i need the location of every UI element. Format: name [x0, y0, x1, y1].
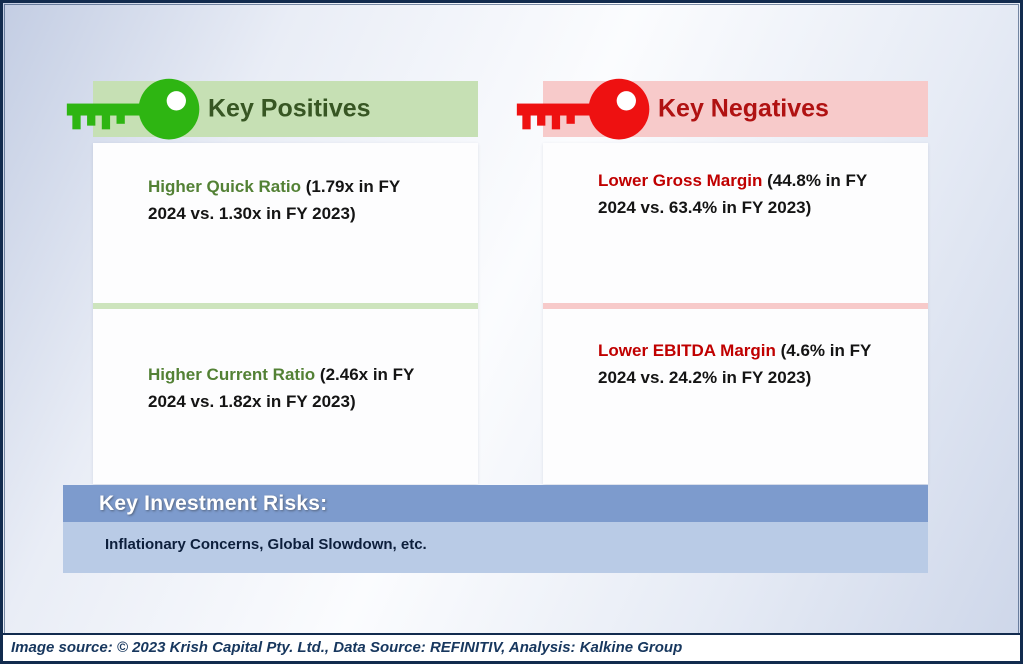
footer-attribution: Image source: © 2023 Krish Capital Pty. …: [3, 633, 1020, 661]
positives-card: Higher Quick Ratio (1.79x in FY 2024 vs.…: [93, 143, 478, 484]
negatives-banner: Key Negatives: [516, 78, 928, 140]
negatives-card: Lower Gross Margin (44.8% in FY 2024 vs.…: [543, 143, 928, 484]
positives-divider: [93, 303, 478, 309]
negatives-divider: [543, 303, 928, 309]
positive-item: Higher Current Ratio (2.46x in FY 2024 v…: [93, 309, 478, 415]
positive-item: Higher Quick Ratio (1.79x in FY 2024 vs.…: [93, 143, 478, 303]
risks-body-text: Inflationary Concerns, Global Slowdown, …: [105, 536, 427, 553]
green-key-icon: [66, 78, 200, 140]
risks-body: Inflationary Concerns, Global Slowdown, …: [63, 522, 928, 573]
positive-item-detail: (2.46x in FY 2024 vs. 1.82x in FY 2023): [148, 365, 415, 411]
positive-item-detail: (1.79x in FY 2024 vs. 1.30x in FY 2023): [148, 177, 400, 223]
negative-item-detail: (4.6% in FY 2024 vs. 24.2% in FY 2023): [598, 341, 871, 387]
negative-item: Lower EBITDA Margin (4.6% in FY 2024 vs.…: [543, 309, 928, 391]
positives-title: Key Positives: [208, 94, 371, 123]
negative-item-detail: (44.8% in FY 2024 vs. 63.4% in FY 2023): [598, 171, 867, 217]
negatives-title: Key Negatives: [658, 94, 829, 123]
negative-item-heading: Lower EBITDA Margin: [598, 341, 776, 360]
negative-item: Lower Gross Margin (44.8% in FY 2024 vs.…: [543, 143, 928, 303]
positives-banner: Key Positives: [66, 78, 478, 140]
positive-item-heading: Higher Current Ratio: [148, 365, 316, 384]
risks-header: Key Investment Risks:: [63, 485, 928, 522]
positive-item-heading: Higher Quick Ratio: [148, 177, 302, 196]
negative-item-heading: Lower Gross Margin: [598, 171, 763, 190]
red-key-icon: [516, 78, 650, 140]
